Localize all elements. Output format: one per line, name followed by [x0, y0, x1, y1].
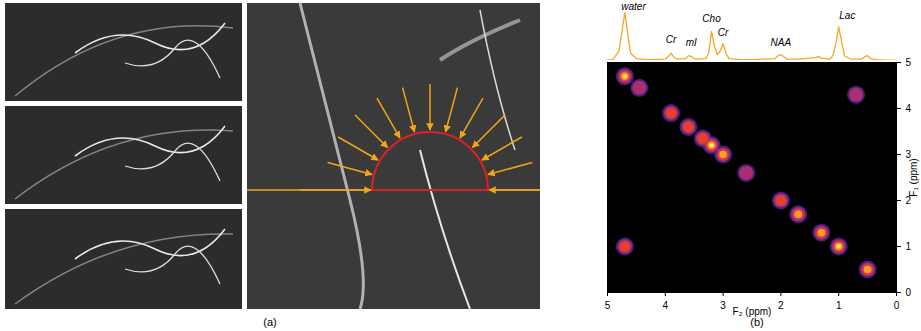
svg-text:Lac: Lac: [839, 10, 855, 21]
svg-text:4: 4: [663, 300, 669, 311]
svg-text:5: 5: [906, 57, 912, 68]
svg-text:F₂ (ppm): F₂ (ppm): [733, 306, 772, 317]
svg-text:Cr: Cr: [718, 27, 729, 38]
svg-text:water: water: [621, 1, 646, 12]
svg-text:1: 1: [906, 241, 912, 252]
svg-text:1: 1: [836, 300, 842, 311]
svg-text:0: 0: [906, 287, 912, 298]
svg-text:Cho: Cho: [702, 13, 721, 24]
svg-text:NAA: NAA: [771, 37, 792, 48]
svg-text:(b): (b): [750, 316, 763, 328]
svg-text:mI: mI: [686, 37, 697, 48]
svg-text:2: 2: [905, 194, 912, 206]
svg-text:(a): (a): [263, 316, 276, 328]
svg-text:4: 4: [906, 103, 912, 114]
svg-text:0: 0: [894, 300, 900, 311]
svg-text:2: 2: [778, 300, 784, 311]
svg-text:3: 3: [720, 300, 726, 311]
svg-text:3: 3: [906, 149, 912, 160]
svg-text:Cr: Cr: [666, 34, 677, 45]
svg-text:5: 5: [605, 300, 611, 311]
svg-text:F₁ (ppm): F₁ (ppm): [908, 158, 919, 196]
